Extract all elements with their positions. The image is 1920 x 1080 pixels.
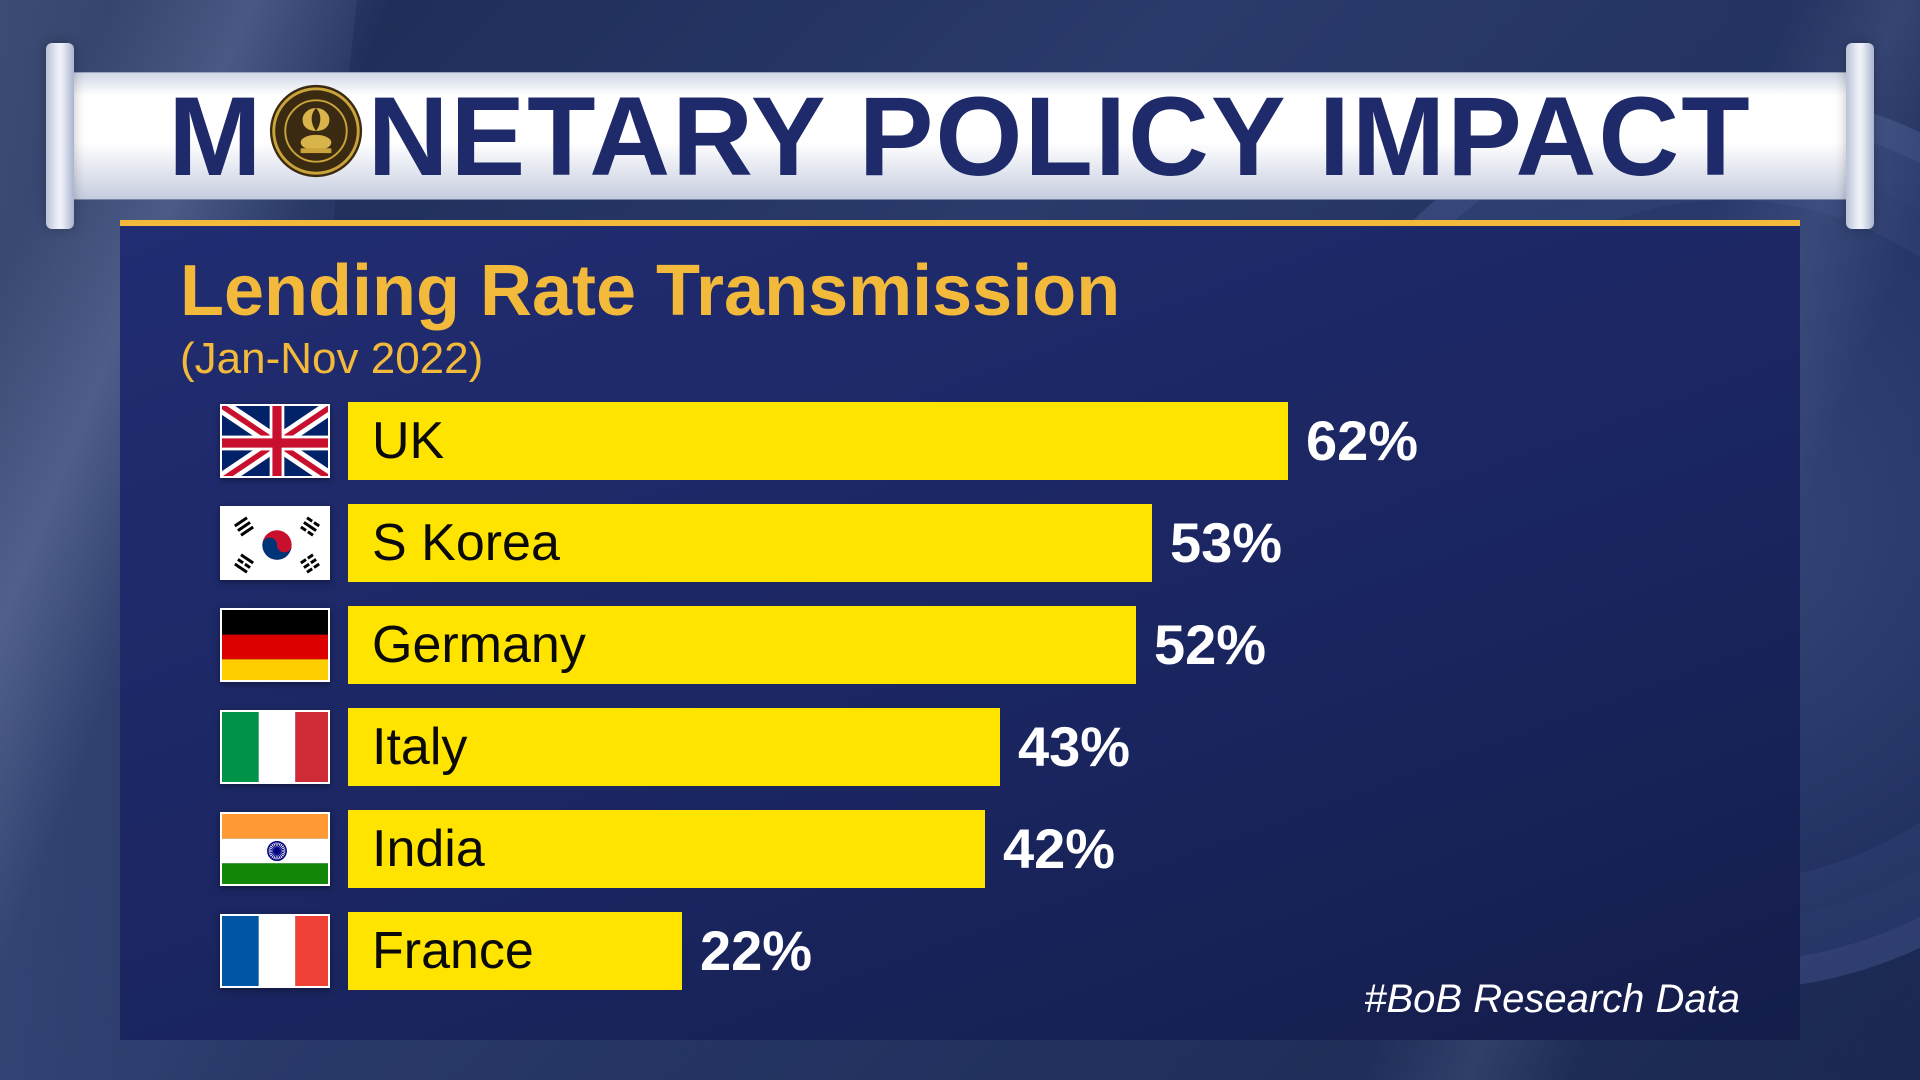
title-post: NETARY POLICY IMPACT (368, 72, 1752, 201)
bar-wrap: Germany52% (348, 606, 1740, 684)
bar-value: 43% (1000, 708, 1130, 786)
bar-wrap: UK62% (348, 402, 1740, 480)
italy-flag-icon (220, 710, 330, 784)
bar: Germany (348, 606, 1136, 684)
bar: France (348, 912, 682, 990)
germany-flag-icon (220, 608, 330, 682)
content-panel: Lending Rate Transmission (Jan-Nov 2022)… (120, 220, 1800, 1040)
bar-wrap: Italy43% (348, 708, 1740, 786)
bar-value: 22% (682, 912, 812, 990)
bar: S Korea (348, 504, 1152, 582)
title-banner: M NETARY POLICY IMPACT (60, 72, 1860, 200)
skorea-flag-icon (220, 506, 330, 580)
bar-value: 62% (1288, 402, 1418, 480)
bar-row: S Korea53% (180, 504, 1740, 582)
india-flag-icon (220, 812, 330, 886)
subtitle: Lending Rate Transmission (180, 254, 1740, 330)
bar: India (348, 810, 985, 888)
bar-value: 52% (1136, 606, 1266, 684)
source-credit: #BoB Research Data (1364, 977, 1740, 1022)
bar-row: UK62% (180, 402, 1740, 480)
bar: Italy (348, 708, 1000, 786)
bar-wrap: India42% (348, 810, 1740, 888)
bar-row: India42% (180, 810, 1740, 888)
uk-flag-icon (220, 404, 330, 478)
bar-row: Italy43% (180, 708, 1740, 786)
title-pre: M (168, 72, 263, 201)
france-flag-icon (220, 914, 330, 988)
sub-date-range: (Jan-Nov 2022) (180, 334, 1740, 384)
bar-value: 42% (985, 810, 1115, 888)
bar-wrap: S Korea53% (348, 504, 1740, 582)
bar-value: 53% (1152, 504, 1282, 582)
bar: UK (348, 402, 1288, 480)
bar-row: Germany52% (180, 606, 1740, 684)
bar-chart: UK62% S Korea53% Germany52% Italy43% (180, 402, 1740, 990)
rbi-seal-icon (268, 83, 364, 179)
page-title: M NETARY POLICY IMPACT (168, 72, 1751, 201)
